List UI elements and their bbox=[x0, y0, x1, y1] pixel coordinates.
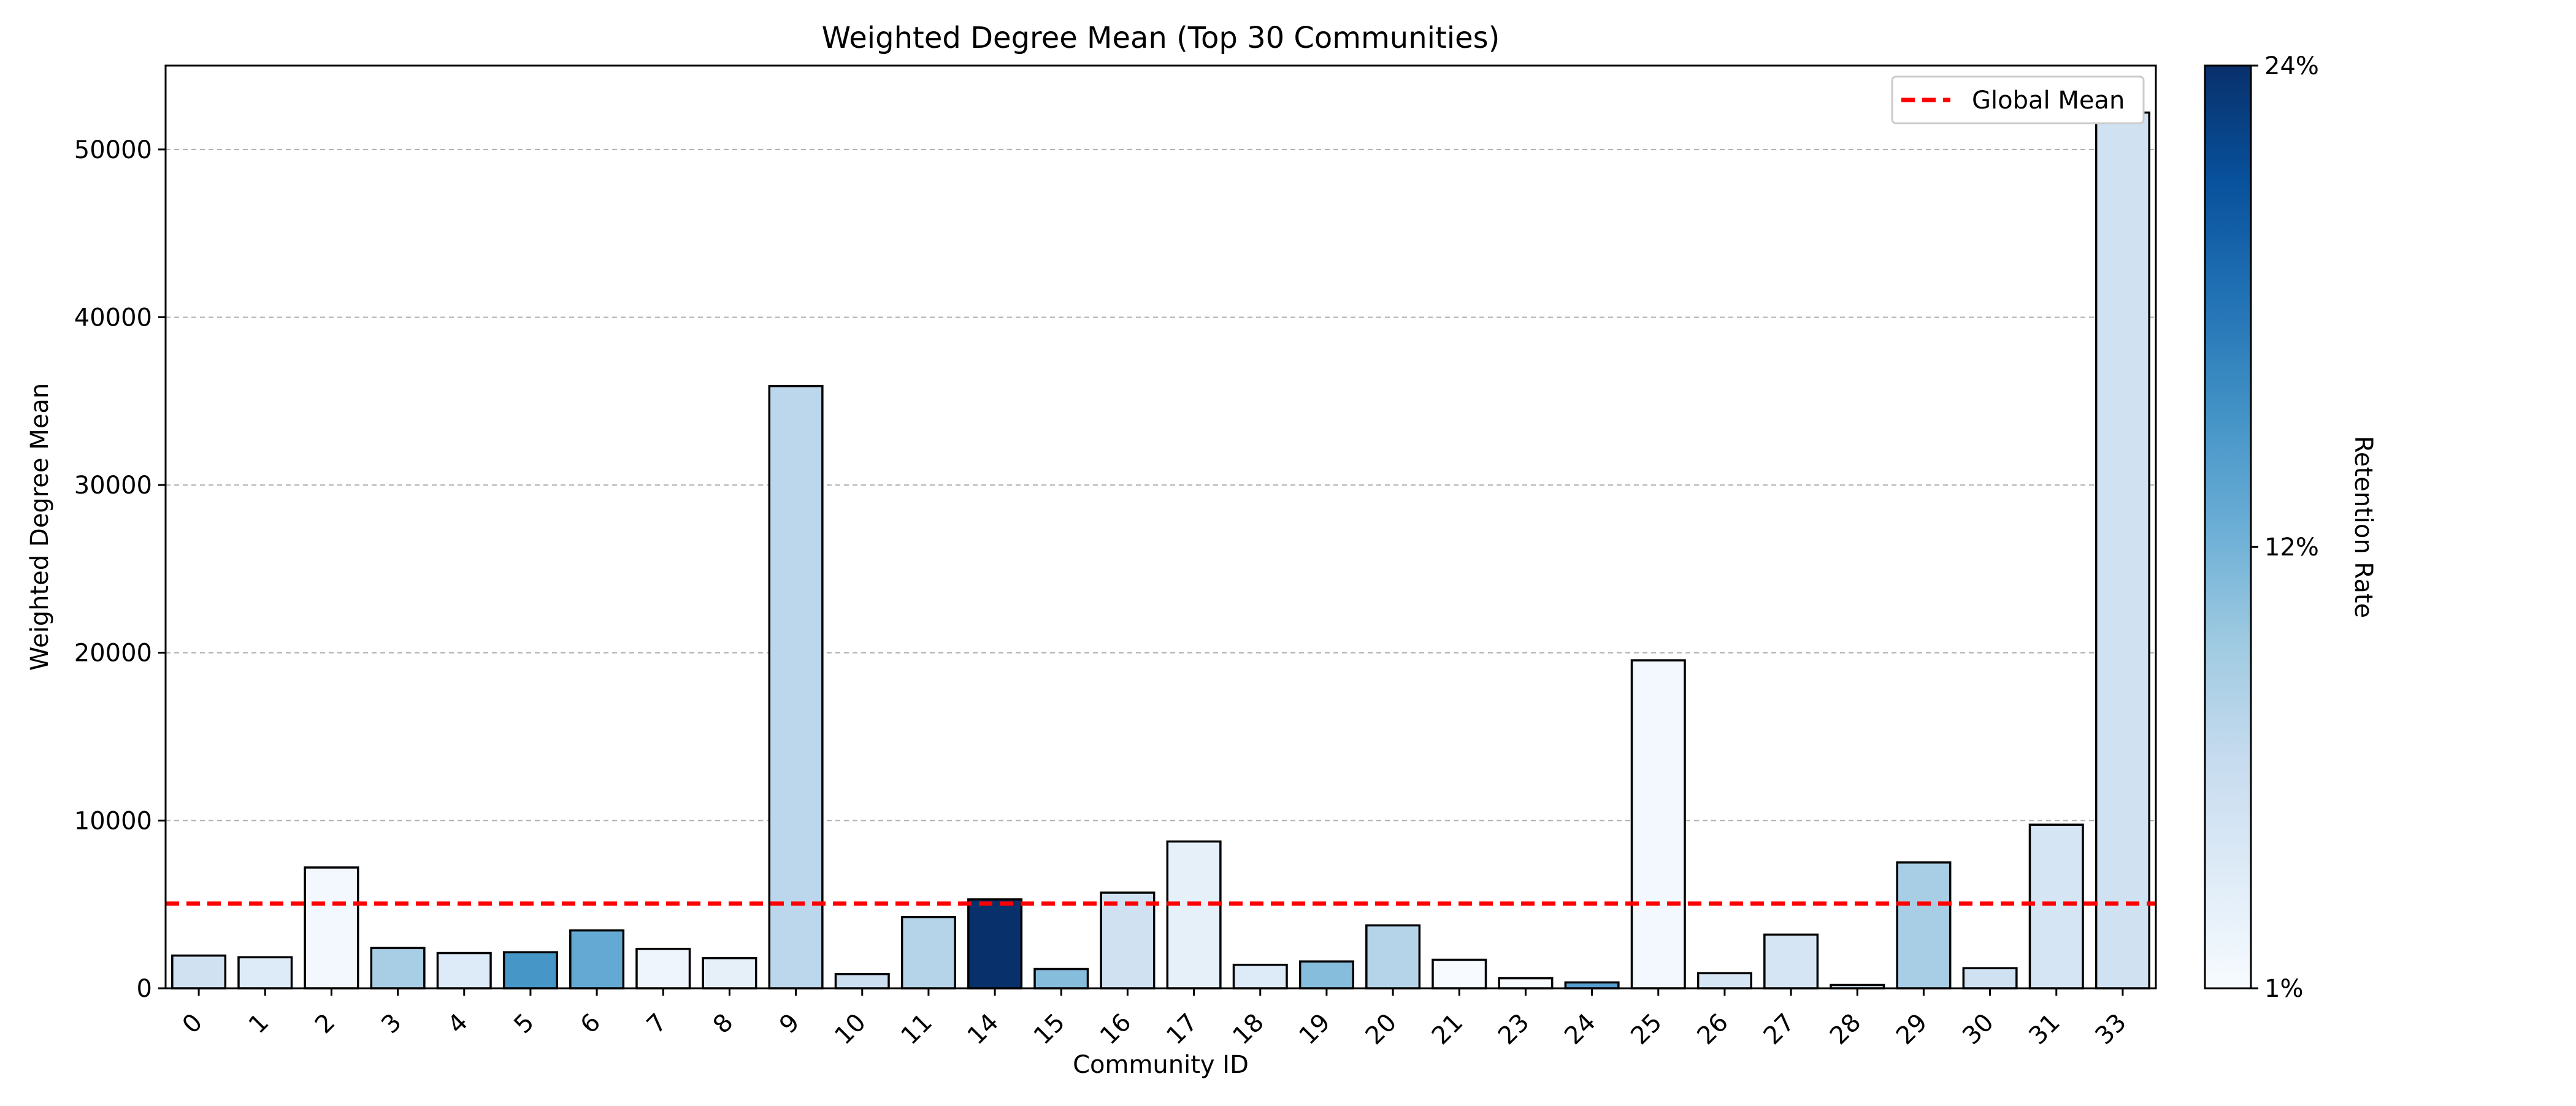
bar-community-6 bbox=[569, 929, 625, 990]
bar-community-17 bbox=[1166, 840, 1222, 990]
bar-community-25 bbox=[1630, 659, 1686, 990]
bar-community-31 bbox=[2028, 823, 2084, 990]
y-tick-label: 30000 bbox=[74, 471, 152, 500]
bar-community-9 bbox=[768, 384, 824, 990]
y-tick-label: 10000 bbox=[74, 807, 152, 835]
y-axis: 0 10000 20000 30000 40000 50000 bbox=[74, 136, 166, 1003]
y-tick-label: 20000 bbox=[74, 639, 152, 668]
bar-community-14 bbox=[967, 898, 1023, 990]
colorbar-label: Retention Rate bbox=[2349, 436, 2377, 618]
y-tick-label: 40000 bbox=[74, 303, 152, 332]
bar-community-3 bbox=[370, 947, 426, 990]
legend-box bbox=[1891, 75, 2145, 124]
x-axis-label: Community ID bbox=[1073, 1051, 1249, 1079]
gridlines bbox=[166, 148, 2156, 822]
bar-community-19 bbox=[1298, 960, 1354, 990]
bar-community-2 bbox=[304, 866, 359, 990]
bar-community-30 bbox=[1962, 967, 2018, 990]
colorbar-tick-label: 12% bbox=[2264, 533, 2319, 562]
colorbar-gradient bbox=[2204, 64, 2252, 990]
bar-community-16 bbox=[1100, 891, 1156, 990]
bar-community-18 bbox=[1232, 963, 1288, 990]
colorbar-tick-label: 1% bbox=[2264, 975, 2303, 1003]
bar-community-4 bbox=[436, 952, 492, 990]
bar-community-15 bbox=[1033, 967, 1089, 990]
bar-community-23 bbox=[1498, 977, 1554, 990]
y-tick-label: 0 bbox=[137, 975, 152, 1003]
y-axis-label: Weighted Degree Mean bbox=[26, 383, 54, 671]
bar-community-11 bbox=[900, 915, 956, 990]
plot-frame bbox=[164, 64, 2157, 990]
bar-community-0 bbox=[171, 954, 227, 990]
bar-community-27 bbox=[1763, 933, 1819, 990]
colorbar-tick-label: 24% bbox=[2264, 52, 2319, 80]
y-tick-label: 50000 bbox=[74, 136, 152, 164]
bar-community-5 bbox=[502, 951, 558, 990]
bar-community-8 bbox=[702, 956, 757, 990]
legend-label-global-mean: Global Mean bbox=[1972, 86, 2125, 115]
bar-community-29 bbox=[1896, 861, 1952, 990]
bar-community-26 bbox=[1696, 972, 1752, 990]
bar-community-7 bbox=[635, 947, 691, 990]
chart-title: Weighted Degree Mean (Top 30 Communities… bbox=[822, 21, 1500, 55]
legend: Global Mean bbox=[1891, 75, 2145, 124]
bar-community-33 bbox=[2095, 111, 2150, 990]
bar-community-1 bbox=[237, 956, 293, 990]
colorbar: 1% 12% 24% Retention Rate bbox=[2204, 52, 2377, 1003]
bar-community-20 bbox=[1365, 924, 1421, 990]
bar-community-10 bbox=[834, 972, 890, 990]
bar-community-21 bbox=[1432, 958, 1487, 990]
colorbar-ticks: 1% 12% 24% bbox=[2251, 52, 2319, 1003]
